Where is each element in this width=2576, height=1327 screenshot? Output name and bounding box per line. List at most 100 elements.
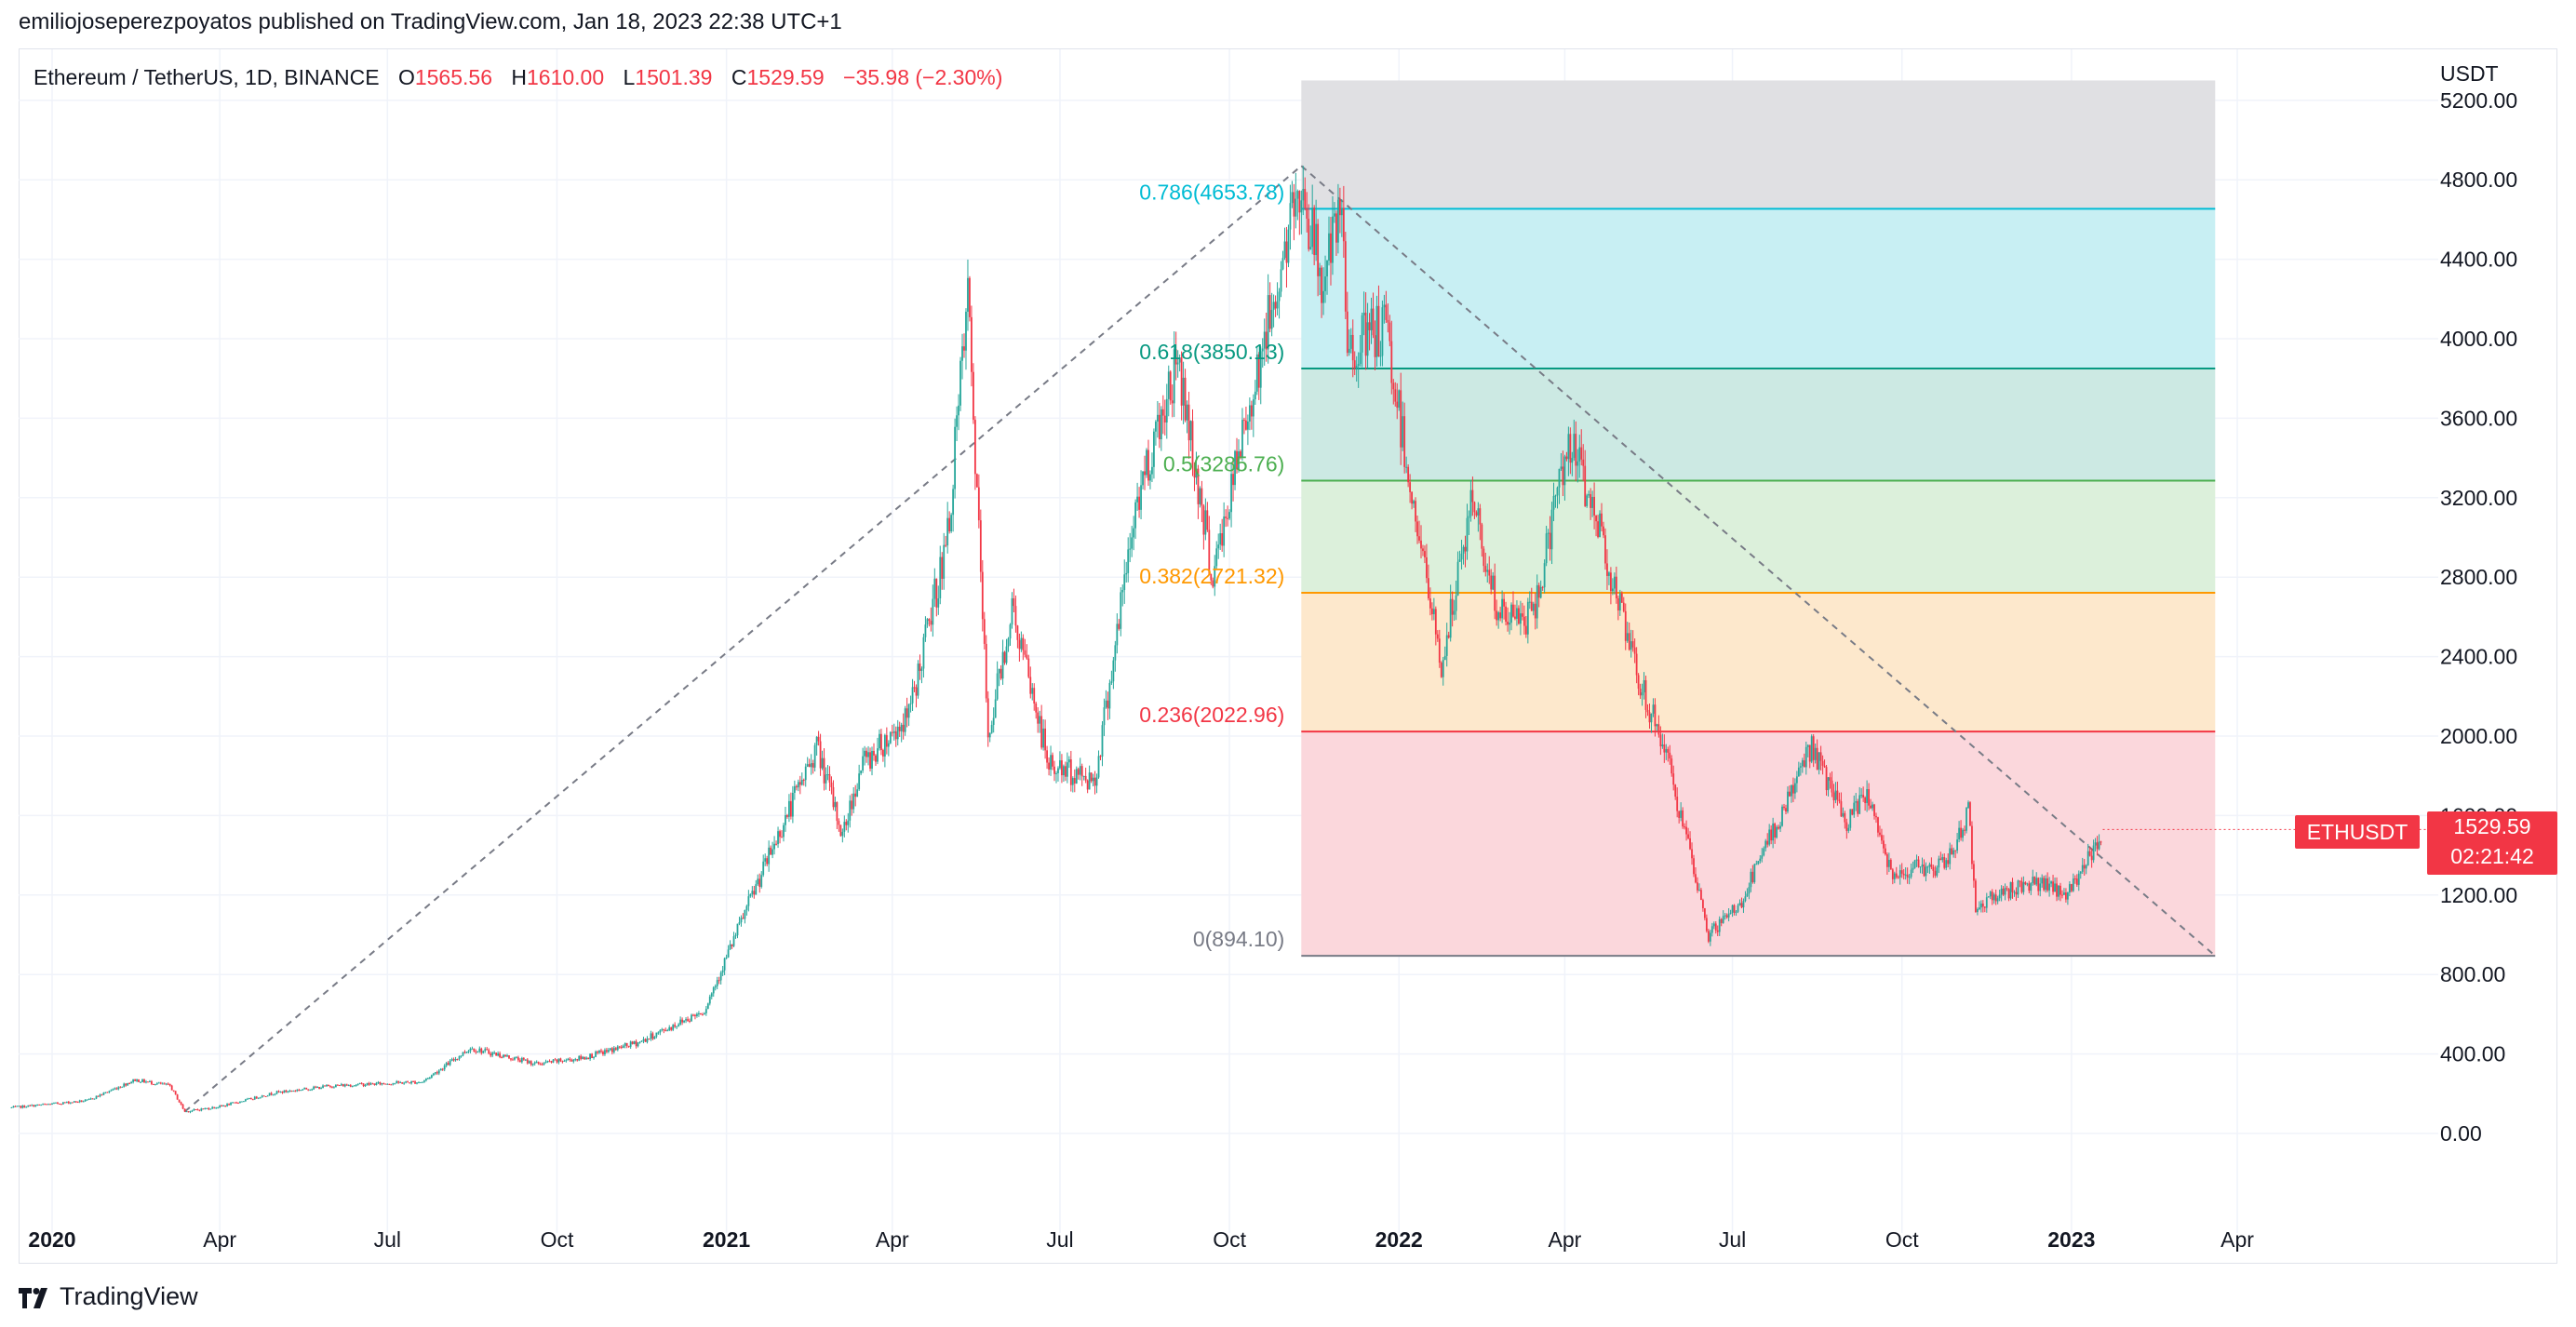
candle-body: [781, 837, 783, 838]
candle-body: [1866, 789, 1869, 803]
candle-body: [1626, 633, 1629, 641]
candle-body: [589, 1053, 592, 1060]
candle-body: [681, 1019, 683, 1023]
candle-body: [506, 1055, 508, 1057]
fib-zone-top: [1301, 80, 2216, 209]
candle-body: [1186, 404, 1188, 421]
y-tick-label: 2800.00: [2440, 565, 2517, 589]
candle-body: [526, 1059, 529, 1064]
candle-body: [1283, 241, 1286, 259]
candle-body: [2088, 851, 2091, 856]
candle-body: [262, 1095, 265, 1097]
candle-body: [1604, 535, 1606, 564]
candle-body: [1646, 709, 1649, 713]
candle-body: [198, 1109, 201, 1111]
candle-body: [60, 1104, 62, 1106]
fibonacci-retracement: [1301, 80, 2216, 958]
candle-body: [808, 764, 811, 768]
candle-body: [347, 1085, 350, 1087]
candle-body: [738, 922, 741, 924]
candle-body: [65, 1101, 68, 1103]
candle-body: [1873, 804, 1875, 816]
candle-body: [1951, 848, 1953, 855]
candle-body: [165, 1083, 168, 1085]
candle-body: [567, 1058, 570, 1061]
candle-body: [554, 1059, 557, 1061]
candle-body: [1208, 529, 1211, 574]
x-tick-label: 2021: [703, 1227, 750, 1252]
candle-body: [334, 1084, 337, 1088]
candle-body: [1359, 352, 1362, 365]
candle-body: [450, 1059, 453, 1061]
candle-body: [1236, 450, 1238, 470]
candle-body: [1230, 474, 1232, 513]
close-label: C: [731, 65, 747, 89]
candle-body: [1829, 777, 1831, 781]
candle-body: [20, 1106, 22, 1108]
candle-body: [694, 1014, 696, 1016]
candle-body: [1125, 572, 1128, 575]
candle-body: [1711, 926, 1713, 933]
candle-body: [288, 1090, 291, 1092]
y-tick-label: 3600.00: [2440, 406, 2517, 430]
candle-body: [1840, 801, 1843, 817]
candle-body: [1509, 623, 1510, 625]
candle-body: [452, 1059, 455, 1061]
candle-body: [1742, 901, 1745, 908]
candle-body: [375, 1082, 378, 1086]
candle-body: [1558, 468, 1561, 488]
candle-body: [21, 1106, 24, 1108]
candle-body: [606, 1050, 608, 1052]
candle-body: [69, 1102, 72, 1104]
tradingview-logo[interactable]: TradingView: [19, 1282, 198, 1311]
candle-body: [89, 1098, 92, 1100]
candle-body: [482, 1051, 485, 1053]
candle-body: [1180, 357, 1183, 406]
candle-body: [1960, 827, 1962, 838]
candle-body: [443, 1066, 446, 1070]
candle-body: [1031, 688, 1034, 694]
candle-body: [106, 1092, 109, 1093]
candle-body: [1241, 420, 1243, 458]
candle-body: [272, 1094, 275, 1096]
candle-body: [747, 896, 750, 906]
candle-body: [1027, 658, 1030, 677]
candle-body: [593, 1056, 595, 1058]
fib-level-label-0.5: 0.5(3285.76): [1163, 451, 1284, 476]
candle-body: [1526, 601, 1529, 635]
candle-body: [1315, 223, 1318, 256]
candle-body: [1676, 797, 1679, 811]
candle-body: [1812, 736, 1815, 760]
candle-body: [1197, 468, 1200, 504]
candle-body: [241, 1101, 243, 1103]
candle-body: [598, 1050, 600, 1053]
candle-body: [195, 1109, 197, 1111]
candle-body: [773, 843, 775, 850]
candle-body: [1411, 491, 1413, 504]
candle-body: [1541, 586, 1544, 588]
candle-body: [2098, 841, 2100, 850]
candle-body: [1110, 681, 1113, 683]
candle-body: [392, 1083, 395, 1085]
candle-body: [2100, 841, 2102, 843]
candle-body: [1093, 777, 1096, 786]
candle-body: [219, 1105, 221, 1108]
symbol-price-tag: ETHUSDT: [2295, 815, 2420, 849]
candle-body: [290, 1090, 293, 1092]
candle-body: [813, 744, 816, 768]
candle-body: [1204, 510, 1207, 535]
candle-body: [1494, 575, 1496, 611]
candle-body: [979, 520, 982, 572]
candle-body: [1567, 434, 1570, 460]
candle-body: [423, 1080, 425, 1082]
candle-body: [478, 1048, 481, 1052]
candle-body: [1033, 688, 1036, 704]
candle-body: [1090, 772, 1093, 782]
candle-body: [544, 1061, 547, 1064]
candle-body: [2061, 894, 2063, 896]
candle-body: [1362, 313, 1365, 315]
candle-body: [202, 1108, 205, 1110]
candle-body: [1631, 641, 1634, 648]
candle-body: [1709, 932, 1711, 942]
